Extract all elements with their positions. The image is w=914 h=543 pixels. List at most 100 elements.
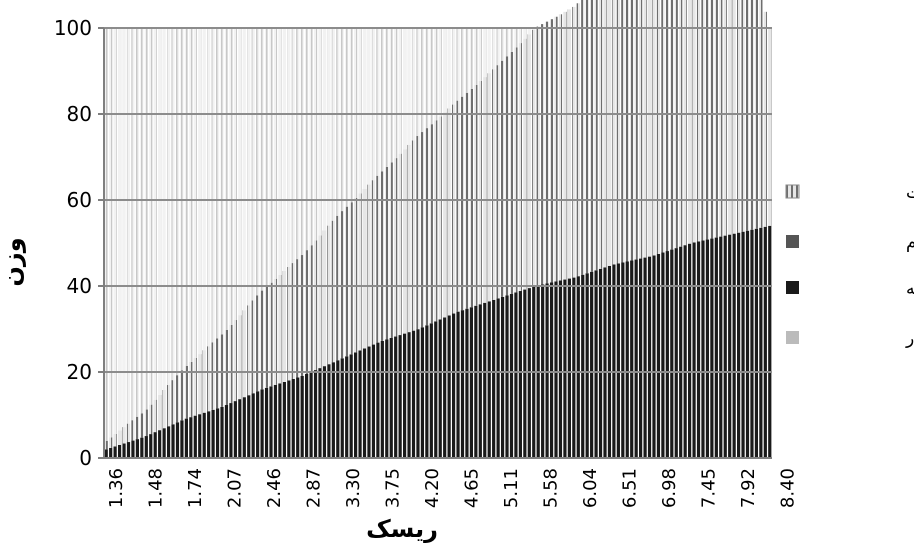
- bar-segment-3: [122, 28, 126, 428]
- bar-segment-2: [420, 132, 425, 328]
- bar-segment-2: [300, 255, 304, 376]
- bar-segment-0: [674, 248, 678, 458]
- bar-segment-0: [211, 409, 215, 458]
- bar-segment-0: [394, 336, 398, 458]
- bar-segment-0: [732, 233, 736, 458]
- bar-segment-3: [247, 28, 251, 306]
- bar-segment-0: [719, 236, 723, 458]
- bar-segment-0: [407, 332, 411, 458]
- bar-segment-3: [487, 28, 491, 74]
- bar-segment-3: [443, 28, 447, 113]
- x-tick-label: 3.75: [383, 468, 404, 508]
- bar-segment-3: [469, 28, 474, 89]
- legend-label: سهام: [906, 233, 914, 253]
- bar-segment-0: [251, 393, 255, 458]
- bar-segment-2: [260, 290, 264, 390]
- bar-segment-0: [425, 325, 429, 458]
- bar-segment-0: [518, 291, 522, 458]
- legend-swatch: [786, 281, 799, 294]
- bar-segment-0: [576, 276, 580, 458]
- bar-segment-0: [371, 344, 376, 458]
- bar-segment-2: [505, 56, 509, 296]
- bar-segment-0: [438, 319, 442, 458]
- bar-segment-2: [394, 158, 398, 337]
- bar-segment-0: [460, 310, 465, 458]
- bar-segment-0: [349, 354, 353, 458]
- bar-segment-2: [607, 0, 612, 266]
- bar-segment-0: [166, 426, 171, 458]
- bar-segment-2: [278, 274, 282, 384]
- bar-segment-0: [714, 237, 718, 458]
- bar-segment-3: [296, 28, 300, 260]
- bar-segment-0: [376, 342, 380, 458]
- bar-segment-0: [496, 298, 500, 458]
- y-tick-label: 0: [79, 446, 92, 470]
- bar-segment-0: [554, 281, 558, 458]
- bar-segment-3: [242, 28, 246, 311]
- bar-segment-2: [327, 225, 331, 365]
- bar-segment-3: [327, 28, 331, 226]
- bar-segment-2: [768, 28, 772, 226]
- bar-segment-3: [460, 28, 465, 97]
- y-tick-labels: 0 20 40 60 80 100: [54, 16, 104, 470]
- bar-segment-3: [349, 28, 353, 203]
- bar-segment-2: [403, 149, 407, 334]
- bar-segment-0: [380, 340, 384, 458]
- x-tick-labels: 1.36 1.48 1.74 2.07 2.46 2.87 3.30 3.75 4.20 4.65…: [106, 468, 799, 508]
- bar-segment-0: [389, 338, 393, 458]
- bar-segment-0: [456, 311, 460, 458]
- bar-segment-2: [674, 0, 678, 249]
- bar-segment-0: [158, 430, 162, 458]
- bar-segment-2: [696, 0, 701, 242]
- bar-segment-0: [198, 414, 202, 458]
- bar-segment-3: [184, 28, 188, 366]
- bar-segment-0: [630, 260, 634, 458]
- bar-segment-0: [474, 305, 478, 458]
- bar-segment-2: [380, 171, 384, 341]
- bar-segment-3: [126, 28, 131, 424]
- bar-segment-3: [220, 28, 224, 335]
- bar-segment-2: [474, 84, 478, 306]
- bar-segment-2: [158, 394, 162, 431]
- bar-segment-2: [407, 144, 411, 333]
- bar-segment-3: [193, 28, 197, 358]
- bar-segment-3: [140, 28, 144, 414]
- bar-segment-0: [759, 227, 763, 458]
- bar-segment-2: [723, 0, 727, 236]
- bar-segment-2: [416, 136, 420, 330]
- bar-segment-0: [340, 358, 344, 458]
- bar-segment-0: [505, 295, 509, 458]
- bar-segment-3: [345, 28, 349, 207]
- bar-segment-0: [260, 389, 264, 458]
- bar-segment-0: [625, 261, 629, 458]
- bar-segment-0: [572, 277, 576, 458]
- bar-segment-0: [692, 242, 696, 458]
- x-tick-label: 4.20: [422, 468, 443, 508]
- bar-segment-0: [336, 360, 340, 458]
- bar-segment-0: [612, 264, 616, 458]
- bar-segment-0: [710, 238, 714, 458]
- bar-segment-2: [585, 0, 589, 274]
- bar-segment-0: [403, 333, 407, 458]
- bar-segment-3: [264, 28, 269, 287]
- bar-segment-3: [483, 28, 487, 78]
- bar-segment-3: [109, 28, 113, 438]
- legend-label: سکه: [906, 279, 914, 299]
- bar-segment-0: [296, 377, 300, 458]
- bar-segment-2: [149, 404, 153, 435]
- x-tick-label: 2.46: [264, 468, 285, 508]
- bar-segment-0: [514, 292, 518, 458]
- bar-segment-2: [166, 385, 171, 427]
- bar-segment-0: [242, 397, 246, 458]
- bar-segment-2: [581, 0, 585, 275]
- bar-segment-3: [376, 28, 380, 176]
- bar-segment-3: [354, 28, 358, 198]
- bar-segment-2: [318, 235, 322, 369]
- bar-segment-0: [741, 231, 745, 458]
- bar-segment-2: [305, 250, 309, 374]
- y-tick-label: 80: [67, 102, 92, 126]
- bar-segment-2: [238, 315, 242, 400]
- bar-segment-0: [558, 280, 563, 458]
- bar-segment-0: [345, 356, 349, 458]
- x-axis-label: ریسک: [366, 515, 438, 543]
